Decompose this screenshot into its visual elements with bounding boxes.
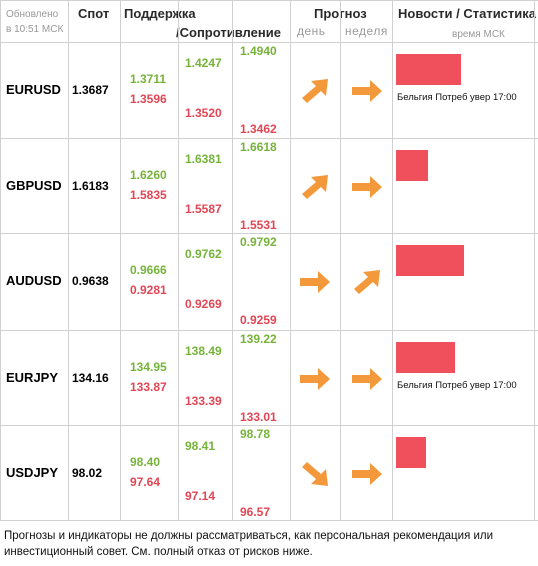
resistance-level-3: 0.9792 xyxy=(240,235,277,249)
resistance-level-4: 96.57 xyxy=(240,505,271,519)
updated-label: Обновлено xyxy=(6,9,59,20)
forecast-week-arrow-icon xyxy=(350,172,384,202)
column-divider xyxy=(232,0,233,520)
currency-pair: EURUSD xyxy=(6,82,61,97)
support-level-2: 133.87 xyxy=(130,380,167,394)
resistance-level-3: 1.6618 xyxy=(240,140,277,154)
support-level-2: 1.3596 xyxy=(130,92,167,106)
currency-pair: USDJPY xyxy=(6,465,59,480)
news-indicator-bar xyxy=(396,245,464,276)
news-item[interactable]: Бельгия Потреб увер 17:00 xyxy=(397,92,517,103)
forecast-day-header: день xyxy=(297,24,326,38)
spot-price: 134.16 xyxy=(72,371,109,385)
forecast-day-arrow-icon xyxy=(298,364,332,394)
support-level-2: 1.5835 xyxy=(130,188,167,202)
forecast-week-arrow-icon xyxy=(350,267,384,297)
column-divider xyxy=(178,0,179,520)
resistance-level-1: 1.6381 xyxy=(185,152,222,166)
resistance-header: /Сопротивление xyxy=(176,25,281,40)
news-item[interactable]: Бельгия Потреб увер 17:00 xyxy=(397,380,517,391)
spot-price: 1.3687 xyxy=(72,83,109,97)
resistance-level-3: 1.4940 xyxy=(240,44,277,58)
row-divider xyxy=(0,42,538,43)
resistance-level-2: 1.5587 xyxy=(185,202,222,216)
row-divider xyxy=(0,0,538,1)
support-level-2: 0.9281 xyxy=(130,283,167,297)
news-indicator-bar xyxy=(396,150,428,181)
spot-price: 98.02 xyxy=(72,466,103,480)
news-indicator-bar xyxy=(396,54,461,85)
resistance-level-4: 133.01 xyxy=(240,410,277,424)
column-divider xyxy=(120,0,121,520)
column-divider xyxy=(534,0,535,520)
column-divider xyxy=(290,0,291,520)
support-level-2: 97.64 xyxy=(130,475,161,489)
updated-time: в 10:51 МСК xyxy=(6,24,64,35)
forecast-day-arrow-icon xyxy=(298,76,332,106)
disclaimer: Прогнозы и индикаторы не должны рассматр… xyxy=(4,530,494,558)
support-level-1: 1.6260 xyxy=(130,168,167,182)
resistance-level-4: 1.3462 xyxy=(240,122,277,136)
row-divider xyxy=(0,138,538,139)
support-header: Поддержка xyxy=(124,6,196,21)
resistance-level-1: 1.4247 xyxy=(185,56,222,70)
currency-pair: EURJPY xyxy=(6,370,59,385)
row-divider xyxy=(0,520,538,521)
row-divider xyxy=(0,330,538,331)
forex-table: Обновлено в 10:51 МСК Спот Поддержка /Со… xyxy=(0,0,538,521)
support-level-1: 1.3711 xyxy=(130,72,167,86)
news-header: Новости / Статистика xyxy=(398,6,537,21)
forecast-day-arrow-icon xyxy=(298,459,332,489)
news-indicator-bar xyxy=(396,342,455,373)
news-indicator-bar xyxy=(396,437,426,468)
resistance-level-3: 139.22 xyxy=(240,332,277,346)
time-msk-label: время МСК xyxy=(452,29,505,40)
row-divider xyxy=(0,233,538,234)
resistance-level-1: 138.49 xyxy=(185,344,222,358)
column-divider xyxy=(340,0,341,520)
forecast-week-arrow-icon xyxy=(350,459,384,489)
spot-price: 0.9638 xyxy=(72,274,109,288)
forecast-day-arrow-icon xyxy=(298,172,332,202)
spot-header: Спот xyxy=(78,6,110,21)
resistance-level-3: 98.78 xyxy=(240,427,271,441)
resistance-level-2: 0.9269 xyxy=(185,297,222,311)
column-divider xyxy=(68,0,69,520)
resistance-level-2: 1.3520 xyxy=(185,106,222,120)
resistance-level-1: 98.41 xyxy=(185,439,216,453)
row-divider xyxy=(0,425,538,426)
forecast-week-header: неделя xyxy=(345,24,388,38)
forecast-week-arrow-icon xyxy=(350,364,384,394)
support-level-1: 134.95 xyxy=(130,360,167,374)
spot-price: 1.6183 xyxy=(72,179,109,193)
column-divider xyxy=(392,0,393,520)
column-divider xyxy=(0,0,1,520)
resistance-level-4: 1.5531 xyxy=(240,218,277,232)
forecast-week-arrow-icon xyxy=(350,76,384,106)
support-level-1: 98.40 xyxy=(130,455,161,469)
resistance-level-2: 133.39 xyxy=(185,394,222,408)
support-level-1: 0.9666 xyxy=(130,263,167,277)
currency-pair: GBPUSD xyxy=(6,178,62,193)
resistance-level-4: 0.9259 xyxy=(240,313,277,327)
forecast-day-arrow-icon xyxy=(298,267,332,297)
resistance-level-1: 0.9762 xyxy=(185,247,222,261)
currency-pair: AUDUSD xyxy=(6,273,62,288)
resistance-level-2: 97.14 xyxy=(185,489,216,503)
